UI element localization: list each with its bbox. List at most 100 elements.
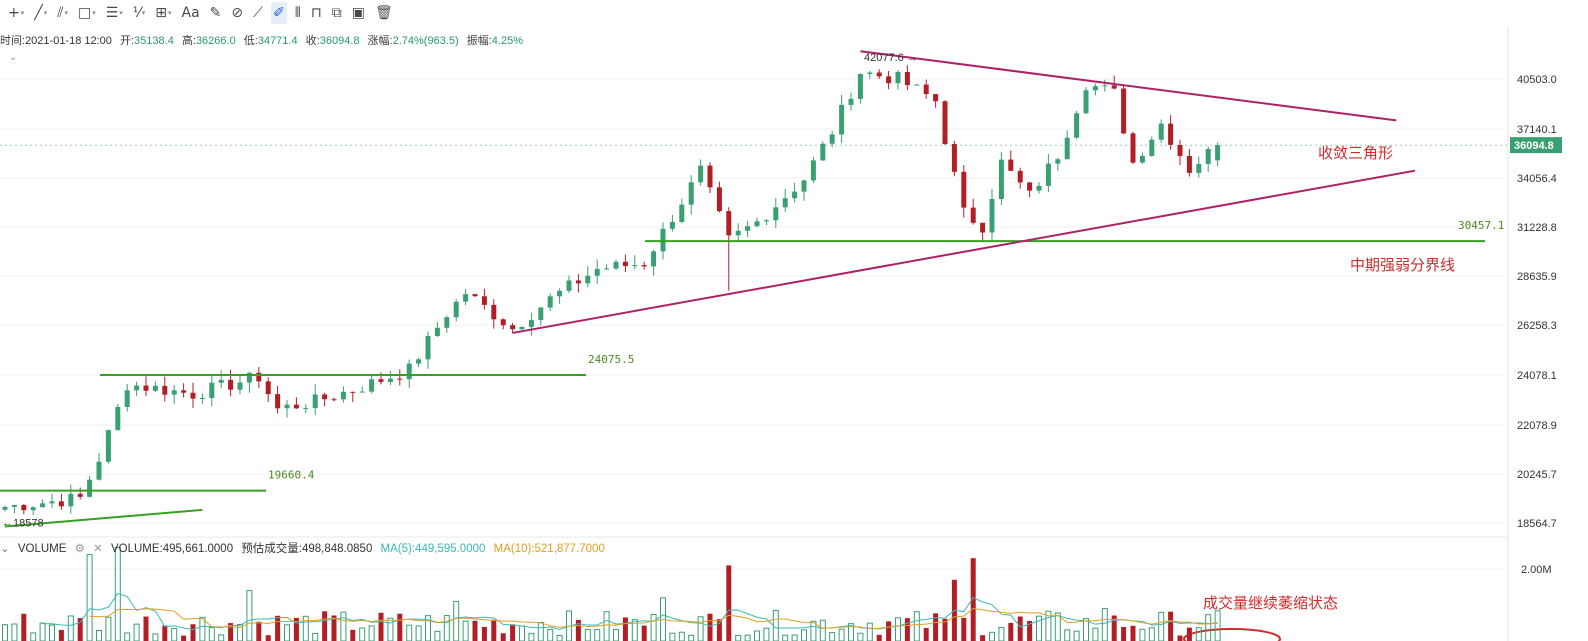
candle-body [1017, 170, 1023, 183]
candle-body [857, 73, 863, 99]
candle [886, 70, 892, 90]
candle [1215, 142, 1221, 167]
brush-tool[interactable]: ✎ [208, 2, 224, 24]
candle [961, 165, 967, 218]
volume-bar [181, 635, 187, 641]
ruler-tool[interactable]: ⟋ [251, 2, 265, 24]
candles [2, 65, 1221, 516]
candle-body [754, 221, 760, 227]
text-tool[interactable]: Aa [180, 2, 202, 24]
copy-tool[interactable]: ⧉ [330, 2, 344, 24]
candle-body [397, 378, 403, 380]
candle [228, 369, 234, 397]
candle [105, 429, 111, 464]
candle-body [1139, 155, 1145, 163]
volume-bar [302, 615, 309, 641]
volume-bar [989, 631, 995, 641]
chevron-down-icon[interactable]: ▾ [20, 9, 25, 17]
draw-mode-tool[interactable]: ✐ [270, 2, 287, 24]
volume-bar [1168, 611, 1174, 641]
chevron-down-icon[interactable]: ▾ [64, 9, 68, 17]
chevron-down-icon[interactable]: ▾ [92, 9, 96, 17]
volume-bar [584, 628, 591, 641]
volume-close-icon[interactable]: ✕ [93, 543, 103, 555]
volume-bar [96, 630, 102, 641]
candle-body [867, 72, 873, 74]
candle [1130, 131, 1136, 165]
candle [481, 288, 487, 310]
screenshot-tool[interactable]: ▣ [350, 2, 367, 24]
support-line-label: 24075.5 [588, 353, 634, 366]
volume-bar [462, 620, 469, 641]
volume-collapse-icon[interactable]: ⌄ [0, 543, 10, 555]
fib-tool[interactable]: ☰ ▾ [104, 2, 125, 24]
visibility-tool[interactable]: ⦀ [293, 2, 303, 24]
measure-tool[interactable]: ⊞ ▾ [153, 2, 173, 24]
chevron-down-icon[interactable]: ▾ [43, 9, 48, 17]
time-value: 2021-01-18 12:00 [25, 35, 112, 47]
candle [416, 357, 422, 368]
candle-body [1205, 149, 1211, 164]
screenshot-icon: ▣ [351, 5, 366, 21]
volume-bars [2, 546, 1221, 641]
volume-title: VOLUME [17, 543, 67, 555]
crosshair-tool[interactable]: + ▾ [6, 2, 26, 24]
rectangle-tool[interactable]: □ ▾ [76, 2, 98, 24]
volume-bar [650, 613, 657, 641]
candle-body [303, 408, 309, 410]
candle [1149, 136, 1155, 157]
volume-settings-icon[interactable]: ⚙ [74, 543, 85, 555]
candle [434, 321, 440, 337]
volume-bar [622, 617, 628, 641]
trendline-tool[interactable]: ╱ ▾ [32, 2, 49, 24]
candle [726, 207, 732, 291]
magnet-tool[interactable]: ⊘ [229, 2, 245, 24]
candle [1045, 154, 1051, 192]
volume-bar [697, 616, 704, 641]
annotation-ellipse [1183, 628, 1281, 641]
volume-bar [481, 626, 487, 641]
volume-bar [1139, 628, 1146, 641]
volume-bar [838, 628, 845, 641]
volume-bar [528, 632, 535, 641]
draw-mode-icon: ✐ [272, 5, 285, 21]
volume-bar [1148, 627, 1155, 641]
chevron-down-icon[interactable]: ▾ [119, 9, 123, 17]
candle [181, 383, 187, 398]
candle-body [716, 187, 722, 212]
volume-value: VOLUME:495,661.0000 [110, 543, 234, 555]
volume-bar [415, 625, 422, 641]
parallel-channel-tool[interactable]: ⫽ ▾ [55, 2, 70, 24]
pattern-tool[interactable]: ⅟ ▾ [131, 2, 147, 24]
chevron-down-icon[interactable]: ▾ [168, 9, 172, 17]
candle [1092, 83, 1098, 96]
candle-body [773, 207, 779, 221]
support-line-label: 19660.4 [268, 469, 315, 482]
volume-bar [246, 590, 253, 641]
candle-body [1196, 163, 1202, 173]
candle [322, 392, 328, 407]
volume-bar [707, 613, 713, 641]
lock-tool[interactable]: ⊓ [309, 2, 324, 24]
candle [707, 162, 713, 194]
volume-bar [1111, 615, 1117, 641]
candle [30, 506, 36, 516]
candle [190, 382, 196, 408]
y-tick-label: 22078.9 [1517, 420, 1557, 432]
collapse-chevron-icon[interactable]: ⌄ [9, 52, 18, 63]
candle-body [105, 430, 111, 462]
chevron-down-icon[interactable]: ▾ [141, 9, 146, 17]
volume-bar [58, 629, 64, 641]
measure-icon: ⊞ [155, 5, 167, 21]
volume-bar [1195, 627, 1202, 641]
volume-bar [1214, 610, 1221, 641]
volume-ma5: MA(5):449,595.0000 [380, 543, 486, 555]
candle [49, 493, 55, 508]
volume-bar [1205, 614, 1212, 641]
delete-tool[interactable]: 🗑 [373, 2, 395, 24]
candle [773, 198, 779, 228]
drawing-toolbar: + ▾ ╱ ▾ ⫽ ▾ □ ▾ ☰ ▾ ⅟ ▾ ⊞ ▾ Aa ✎ ⊘ ⟋ ✐ ⦀ ⊓ ⧉ ▣ 🗑 [0, 0, 1588, 26]
candle-body [124, 390, 130, 407]
candle-body [21, 504, 27, 511]
